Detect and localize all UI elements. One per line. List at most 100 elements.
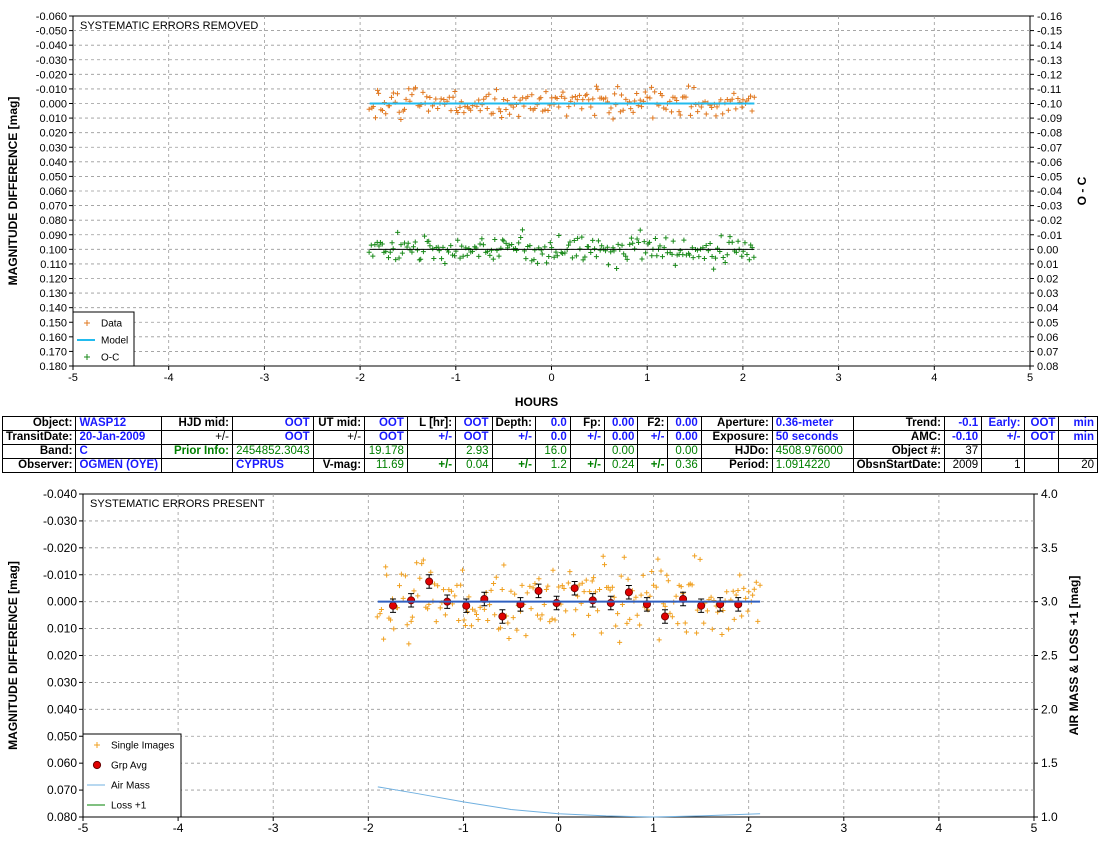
data-point	[639, 104, 645, 110]
data-point	[585, 244, 591, 250]
data-point	[393, 604, 399, 610]
data-point	[715, 245, 721, 251]
info-cell: +/-	[312, 430, 366, 445]
data-point	[496, 106, 502, 112]
data-point	[686, 252, 692, 258]
data-point	[731, 90, 737, 96]
data-point	[605, 262, 611, 268]
data-point	[450, 94, 456, 100]
data-point	[449, 601, 455, 607]
data-point	[677, 112, 683, 118]
data-point	[427, 94, 433, 100]
x-tick-label: -5	[68, 372, 78, 384]
info-cell: 1	[981, 458, 1025, 473]
data-point	[448, 588, 454, 594]
info-cell: 4508.976000	[771, 444, 854, 459]
error-bar	[426, 574, 433, 589]
data-point	[709, 254, 715, 260]
data-point	[510, 104, 516, 110]
data-point	[630, 109, 636, 115]
data-point	[609, 584, 615, 590]
info-cell: +/-	[569, 458, 606, 473]
data-point	[615, 241, 621, 247]
y-tick-label: 0.020	[39, 128, 67, 140]
data-point	[501, 97, 507, 103]
data-point	[477, 604, 483, 610]
data-point	[536, 576, 542, 582]
info-cell: +/-	[981, 430, 1025, 445]
info-cell: 0.0	[534, 430, 571, 445]
info-cell: Exposure:	[700, 430, 773, 445]
data-point	[586, 97, 592, 103]
data-point	[660, 601, 666, 607]
data-point	[388, 94, 394, 100]
data-point	[559, 583, 565, 589]
data-point	[670, 238, 676, 244]
data-point	[435, 583, 441, 589]
info-row: TransitDate: 20-Jan-2009 +/- OOT +/- OOT +/- OO…	[1, 430, 1098, 445]
y-tick-label: 0.030	[39, 142, 67, 154]
data-point	[539, 612, 545, 618]
data-point	[657, 243, 663, 249]
x-tick-label: 1	[650, 821, 657, 835]
data-point	[611, 594, 617, 600]
data-point	[572, 94, 578, 100]
data-point	[662, 603, 668, 609]
y-tick-label: 0.080	[47, 810, 77, 824]
data-point	[424, 94, 430, 100]
info-cell: Observer:	[1, 458, 77, 473]
data-point	[433, 96, 439, 102]
data-point	[644, 590, 650, 596]
data-point	[445, 598, 451, 604]
y-axis-label: MAGNITUDE DIFFERENCE [mag]	[6, 97, 20, 286]
info-cell: +/-	[637, 458, 669, 473]
data-point	[492, 96, 498, 102]
data-point	[592, 246, 598, 252]
data-point	[514, 247, 520, 253]
data-point	[456, 617, 462, 623]
info-cell: +/-	[161, 430, 233, 445]
info-cell: 1.0914220	[771, 458, 854, 473]
error-bar	[390, 598, 397, 613]
group-average-marker	[716, 600, 725, 609]
x-tick-label: -3	[260, 372, 270, 384]
info-cell: -0.10	[943, 430, 983, 445]
data-point	[623, 96, 629, 102]
data-point	[472, 608, 478, 614]
data-point	[425, 606, 431, 612]
data-point	[731, 616, 737, 622]
info-cell: 0.00	[667, 416, 702, 431]
group-average-marker	[407, 596, 416, 605]
data-point	[501, 238, 507, 244]
data-point	[514, 627, 520, 633]
data-point	[667, 610, 673, 616]
data-point	[406, 641, 412, 647]
info-cell: C	[75, 444, 163, 459]
data-point	[615, 84, 621, 90]
data-point	[735, 95, 741, 101]
data-point	[589, 578, 595, 584]
error-bar	[499, 609, 506, 624]
x-tick-label: -3	[268, 821, 279, 835]
data-point	[649, 253, 655, 259]
data-point	[621, 554, 627, 560]
data-point	[546, 254, 552, 260]
data-point	[745, 608, 751, 614]
data-point	[525, 243, 531, 249]
data-point	[701, 620, 707, 626]
data-point	[587, 589, 593, 595]
data-point	[409, 92, 415, 98]
data-point	[628, 106, 634, 112]
data-point	[565, 580, 571, 586]
data-point	[532, 247, 538, 253]
data-point	[627, 241, 633, 247]
group-average-marker	[516, 600, 525, 609]
data-point	[569, 255, 575, 261]
data-point	[683, 629, 689, 635]
y-tick-label: 0.160	[39, 332, 67, 344]
data-point	[725, 107, 731, 113]
y-tick-label: 0.040	[39, 157, 67, 169]
x-tick-label: 3	[840, 821, 847, 835]
y-tick-label: 0.060	[47, 756, 77, 770]
legend-label: Single Images	[111, 741, 174, 752]
